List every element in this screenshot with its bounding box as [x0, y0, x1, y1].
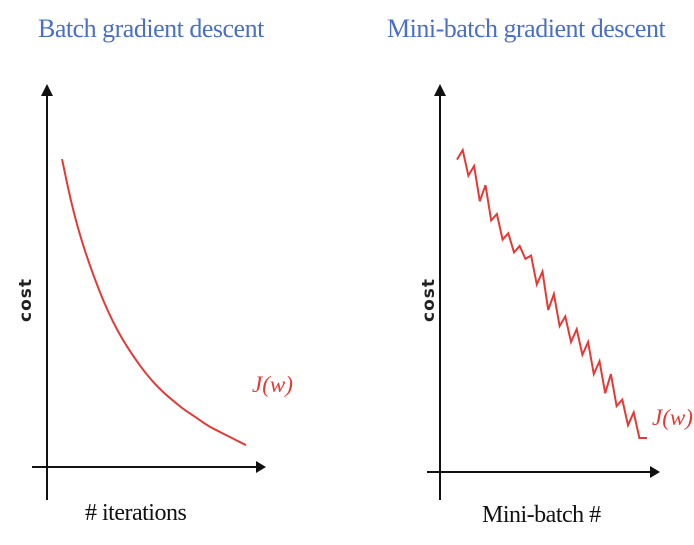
y-axis-arrow — [41, 84, 53, 96]
y-axis-arrow — [434, 84, 446, 96]
batch-gd-chart: Batch gradient descent cost # iterations… — [16, 14, 293, 526]
cost-curve — [456, 147, 647, 439]
minibatch-gd-chart: Mini-batch gradient descent cost Mini-ba… — [347, 0, 694, 545]
x-axis-arrow — [650, 466, 660, 478]
y-axis-label: cost — [419, 277, 440, 323]
x-axis-label: Mini-batch # — [482, 502, 601, 528]
x-axis-label: # iterations — [85, 500, 187, 526]
batch-gd-plot — [32, 84, 266, 500]
minibatch-gd-plot — [427, 84, 660, 500]
series-label: J(w) — [652, 405, 693, 430]
cost-curve — [61, 158, 247, 446]
x-axis-arrow — [256, 461, 266, 473]
chart-title: Batch gradient descent — [38, 14, 264, 43]
series-label: J(w) — [252, 372, 293, 397]
chart-title: Mini-batch gradient descent — [387, 14, 666, 43]
y-axis-label: cost — [16, 277, 37, 323]
